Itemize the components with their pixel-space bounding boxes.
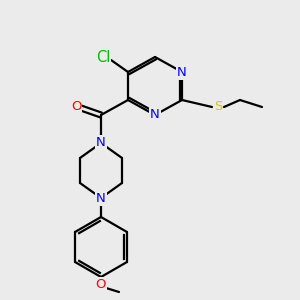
Text: O: O xyxy=(96,278,106,292)
Text: O: O xyxy=(71,100,81,113)
Text: S: S xyxy=(214,100,222,113)
Text: N: N xyxy=(96,136,106,149)
Text: N: N xyxy=(150,109,160,122)
Text: N: N xyxy=(96,191,106,205)
Text: N: N xyxy=(177,65,187,79)
Text: Cl: Cl xyxy=(96,50,110,64)
